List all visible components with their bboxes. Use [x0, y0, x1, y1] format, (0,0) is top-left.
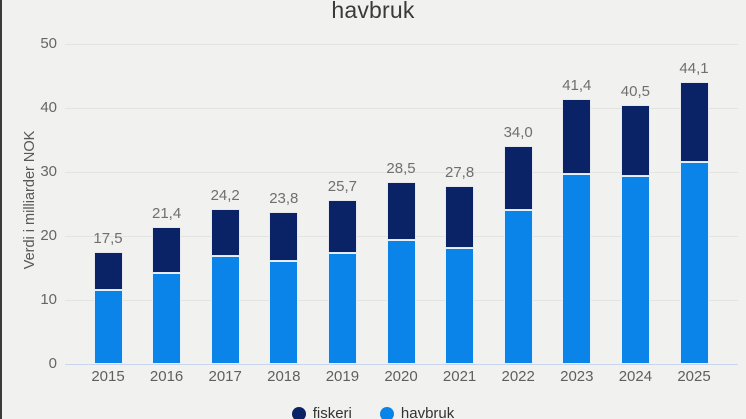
bar-segment-havbruk-2019[interactable]: [327, 253, 357, 364]
total-label-2017: 24,2: [210, 187, 240, 205]
x-tick-label-2015: 2015: [91, 368, 125, 385]
x-tick-label-2021: 2021: [442, 368, 477, 385]
total-label-2018: 23,8: [269, 189, 299, 207]
legend-label-havbruk: havbruk: [400, 405, 455, 419]
legend-dot-havbruk-icon: [379, 406, 394, 419]
bar-segment-fiskeri-2022[interactable]: [503, 146, 533, 210]
bar-segment-fiskeri-2017[interactable]: [210, 209, 240, 257]
x-tick-label-2017: 2017: [208, 368, 242, 385]
bar-segment-fiskeri-2023[interactable]: [562, 99, 592, 174]
bar-segment-fiskeri-2024[interactable]: [620, 104, 650, 176]
total-label-2020: 28,5: [386, 159, 416, 177]
bar-segment-havbruk-2024[interactable]: [620, 175, 650, 364]
bar-segment-fiskeri-2016[interactable]: [152, 227, 182, 274]
legend: fiskeri havbruk: [0, 405, 746, 419]
chart-title: havbruk: [331, 0, 415, 23]
bar-segment-havbruk-2021[interactable]: [445, 248, 475, 364]
legend-dot-fiskeri-icon: [291, 406, 306, 419]
total-label-2016: 21,4: [151, 205, 182, 223]
bar-segment-havbruk-2018[interactable]: [269, 260, 299, 364]
legend-item-fiskeri[interactable]: fiskeri: [291, 405, 352, 419]
total-label-2019: 25,7: [327, 177, 357, 195]
total-label-2024: 40,5: [620, 82, 650, 100]
gridline-50: [65, 43, 738, 45]
total-label-2021: 27,8: [444, 164, 475, 182]
x-axis-baseline: [65, 363, 738, 365]
x-tick-label-2020: 2020: [384, 368, 418, 385]
x-tick-label-2018: 2018: [267, 368, 301, 385]
bar-segment-fiskeri-2015[interactable]: [93, 252, 123, 291]
bar-segment-fiskeri-2025[interactable]: [679, 81, 709, 162]
y-tick-label-40: 40: [40, 99, 57, 116]
x-tick-label-2016: 2016: [149, 368, 184, 385]
bar-segment-havbruk-2016[interactable]: [152, 273, 182, 364]
legend-label-fiskeri: fiskeri: [312, 405, 352, 419]
x-tick-label-2025: 2025: [677, 368, 711, 385]
total-label-2025: 44,1: [679, 59, 709, 77]
bar-segment-havbruk-2020[interactable]: [386, 240, 416, 364]
y-tick-label-30: 30: [40, 163, 57, 180]
y-tick-label-50: 50: [40, 35, 57, 52]
bar-segment-havbruk-2017[interactable]: [210, 256, 240, 364]
bar-segment-havbruk-2025[interactable]: [679, 161, 709, 364]
total-label-2022: 34,0: [503, 124, 533, 142]
x-tick-label-2022: 2022: [501, 368, 535, 385]
gridline-30: [65, 171, 738, 173]
gridline-40: [65, 107, 738, 109]
legend-item-havbruk[interactable]: havbruk: [379, 405, 455, 419]
y-tick-label-10: 10: [40, 291, 57, 308]
y-tick-label-0: 0: [48, 355, 57, 372]
y-tick-label-20: 20: [40, 227, 57, 244]
bar-segment-fiskeri-2019[interactable]: [327, 199, 357, 254]
bar-segment-havbruk-2015[interactable]: [93, 290, 123, 364]
x-tick-label-2019: 2019: [325, 368, 360, 385]
bar-segment-havbruk-2023[interactable]: [562, 173, 592, 364]
x-tick-label-2023: 2023: [560, 368, 594, 385]
bar-segment-havbruk-2022[interactable]: [503, 209, 533, 364]
left-window-edge: [0, 0, 2, 419]
y-axis-title: Verdi i milliarder NOK: [22, 130, 38, 270]
bar-segment-fiskeri-2018[interactable]: [269, 211, 299, 261]
bar-segment-fiskeri-2021[interactable]: [445, 186, 475, 249]
total-label-2015: 17,5: [93, 230, 123, 247]
x-tick-label-2024: 2024: [618, 368, 653, 385]
total-label-2023: 41,4: [562, 77, 592, 95]
bar-segment-fiskeri-2020[interactable]: [386, 181, 416, 241]
